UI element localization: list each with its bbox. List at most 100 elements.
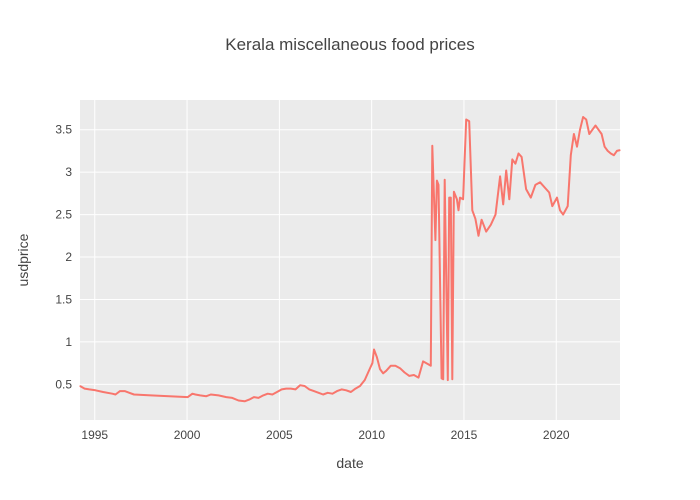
data-point [474, 218, 476, 220]
data-point [133, 393, 135, 396]
data-point [345, 389, 347, 391]
x-tick-label: 2005 [266, 428, 293, 442]
data-point [508, 198, 510, 200]
data-point [551, 205, 553, 207]
data-point [304, 385, 306, 387]
data-point [404, 371, 406, 374]
data-point [481, 219, 483, 221]
data-point [413, 374, 415, 376]
data-point [294, 388, 297, 390]
x-axis-title: date [336, 455, 363, 471]
data-point [441, 377, 443, 379]
data-point [459, 197, 461, 199]
data-point [313, 390, 315, 392]
data-point [128, 392, 130, 394]
data-point [276, 391, 278, 393]
data-point [447, 379, 449, 381]
data-point [368, 369, 370, 371]
data-point [199, 394, 201, 396]
data-point [102, 391, 104, 393]
x-tick-label: 2010 [358, 428, 385, 442]
data-point [431, 145, 433, 147]
data-point [494, 214, 497, 216]
data-point [610, 152, 612, 155]
data-point [436, 180, 438, 182]
data-point [281, 388, 283, 390]
data-point [434, 239, 436, 241]
data-point [585, 118, 587, 121]
data-point [217, 394, 220, 396]
data-point [591, 129, 594, 131]
data-point [257, 397, 260, 399]
data-point [318, 392, 320, 394]
data-point [530, 197, 532, 199]
data-point [582, 116, 584, 118]
x-axis-ticks: 1995 2000 2005 2010 2015 2020 [81, 428, 570, 442]
data-point [477, 235, 480, 237]
data-point [253, 396, 255, 398]
series-layer [79, 116, 621, 403]
data-point [336, 390, 338, 392]
data-point [187, 396, 189, 398]
data-point [422, 360, 424, 362]
data-point [210, 393, 212, 396]
data-point [567, 205, 569, 207]
data-point [191, 393, 193, 395]
data-point [616, 150, 618, 152]
y-tick-label: 0.5 [55, 377, 72, 391]
data-point [341, 388, 343, 390]
data-point [150, 394, 152, 396]
data-point [373, 348, 375, 351]
data-point [588, 133, 590, 135]
data-point [490, 224, 492, 226]
data-point [231, 397, 233, 399]
data-point [394, 365, 396, 367]
data-point [299, 384, 301, 386]
data-point [607, 150, 609, 152]
data-point [521, 156, 523, 158]
y-axis-ticks: 0.5 1 1.5 2 2.5 3 3.5 [55, 123, 72, 392]
data-point [225, 396, 227, 398]
data-point [244, 400, 246, 402]
y-axis-title: usdprice [15, 233, 31, 286]
data-point [442, 378, 444, 380]
data-point [427, 363, 429, 365]
data-point [597, 129, 600, 131]
data-point [579, 129, 581, 131]
data-point [514, 163, 517, 165]
data-point [376, 356, 378, 358]
data-point [285, 388, 287, 390]
data-point [267, 393, 269, 395]
data-point [308, 388, 310, 390]
data-point [471, 209, 473, 211]
data-point [462, 198, 464, 200]
data-point [350, 391, 352, 393]
plot-area [80, 100, 620, 420]
y-tick-label: 2 [65, 250, 72, 264]
data-point [194, 393, 196, 396]
data-point [205, 395, 207, 397]
data-point [502, 203, 504, 205]
data-point [417, 377, 420, 379]
data-point [505, 169, 507, 172]
data-point [576, 146, 578, 148]
data-point [94, 389, 97, 391]
x-tick-label: 2000 [174, 428, 201, 442]
data-point [168, 395, 170, 397]
data-point [548, 191, 550, 194]
data-point [559, 209, 561, 211]
data-point [114, 393, 117, 396]
data-point [430, 365, 432, 367]
data-point [511, 158, 513, 160]
data-point [382, 372, 384, 374]
y-tick-label: 3.5 [55, 123, 72, 137]
data-point [88, 388, 90, 390]
y-tick-label: 1.5 [55, 292, 72, 306]
data-point [408, 375, 410, 377]
data-point [544, 186, 546, 188]
data-point [331, 393, 333, 395]
data-point [457, 209, 460, 211]
data-point [604, 146, 606, 148]
x-tick-label: 2020 [543, 428, 570, 442]
